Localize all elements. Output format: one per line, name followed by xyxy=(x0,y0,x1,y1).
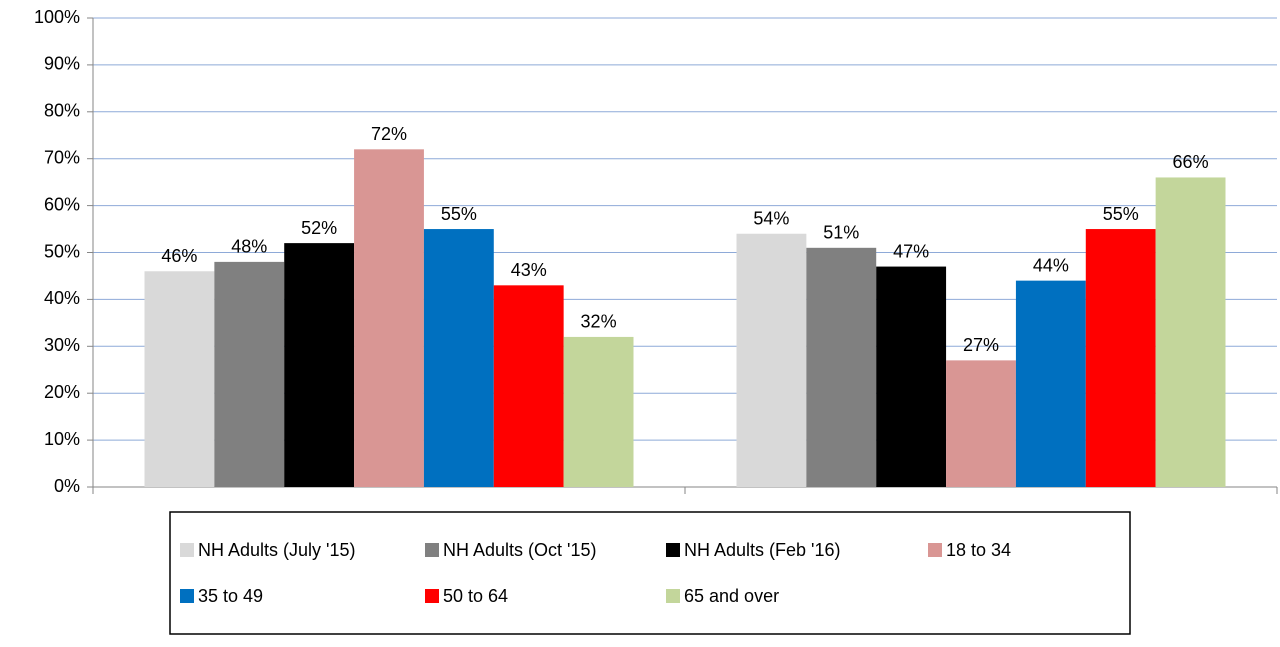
legend-label: NH Adults (Feb '16) xyxy=(684,540,841,560)
legend-swatch xyxy=(180,543,194,557)
data-label: 43% xyxy=(511,260,547,280)
legend-swatch xyxy=(666,589,680,603)
legend-swatch xyxy=(180,589,194,603)
y-tick-label: 0% xyxy=(54,476,80,496)
data-label: 47% xyxy=(893,241,929,261)
y-tick-label: 10% xyxy=(44,429,80,449)
legend-label: 18 to 34 xyxy=(946,540,1011,560)
y-tick-label: 40% xyxy=(44,288,80,308)
y-tick-label: 90% xyxy=(44,54,80,74)
bar xyxy=(946,360,1016,487)
data-label: 32% xyxy=(581,312,617,332)
legend-box xyxy=(169,511,1131,635)
data-label: 54% xyxy=(753,208,789,228)
data-label: 27% xyxy=(963,335,999,355)
bar xyxy=(144,271,215,487)
y-tick-label: 70% xyxy=(44,147,80,167)
y-tick-label: 80% xyxy=(44,101,80,121)
legend-swatch xyxy=(425,543,439,557)
data-label: 72% xyxy=(371,124,407,144)
bar xyxy=(1155,177,1226,487)
legend-label: NH Adults (Oct '15) xyxy=(443,540,596,560)
legend-swatch xyxy=(425,589,439,603)
bar xyxy=(736,233,807,487)
bar xyxy=(423,229,494,488)
bar xyxy=(563,336,634,487)
data-label: 52% xyxy=(301,218,337,238)
bar xyxy=(1015,280,1086,487)
legend-swatch xyxy=(928,543,942,557)
data-label: 51% xyxy=(823,223,859,243)
legend-label: 35 to 49 xyxy=(198,586,263,606)
bar xyxy=(493,285,564,487)
y-tick-label: 60% xyxy=(44,194,80,214)
y-tick-label: 100% xyxy=(34,7,80,27)
data-label: 66% xyxy=(1173,152,1209,172)
legend-swatch xyxy=(666,543,680,557)
y-tick-label: 30% xyxy=(44,335,80,355)
bar xyxy=(876,266,947,487)
data-label: 55% xyxy=(441,204,477,224)
data-label: 46% xyxy=(161,246,197,266)
data-label: 44% xyxy=(1033,255,1069,275)
legend-label: 50 to 64 xyxy=(443,586,508,606)
bar xyxy=(806,247,877,487)
bar xyxy=(1085,229,1156,488)
data-label: 55% xyxy=(1103,204,1139,224)
data-label: 48% xyxy=(231,237,267,257)
y-tick-label: 20% xyxy=(44,382,80,402)
bar xyxy=(354,149,424,487)
legend-label: NH Adults (July '15) xyxy=(198,540,356,560)
legend-label: 65 and over xyxy=(684,586,779,606)
bar xyxy=(284,243,355,487)
y-tick-label: 50% xyxy=(44,241,80,261)
bar xyxy=(214,261,285,487)
